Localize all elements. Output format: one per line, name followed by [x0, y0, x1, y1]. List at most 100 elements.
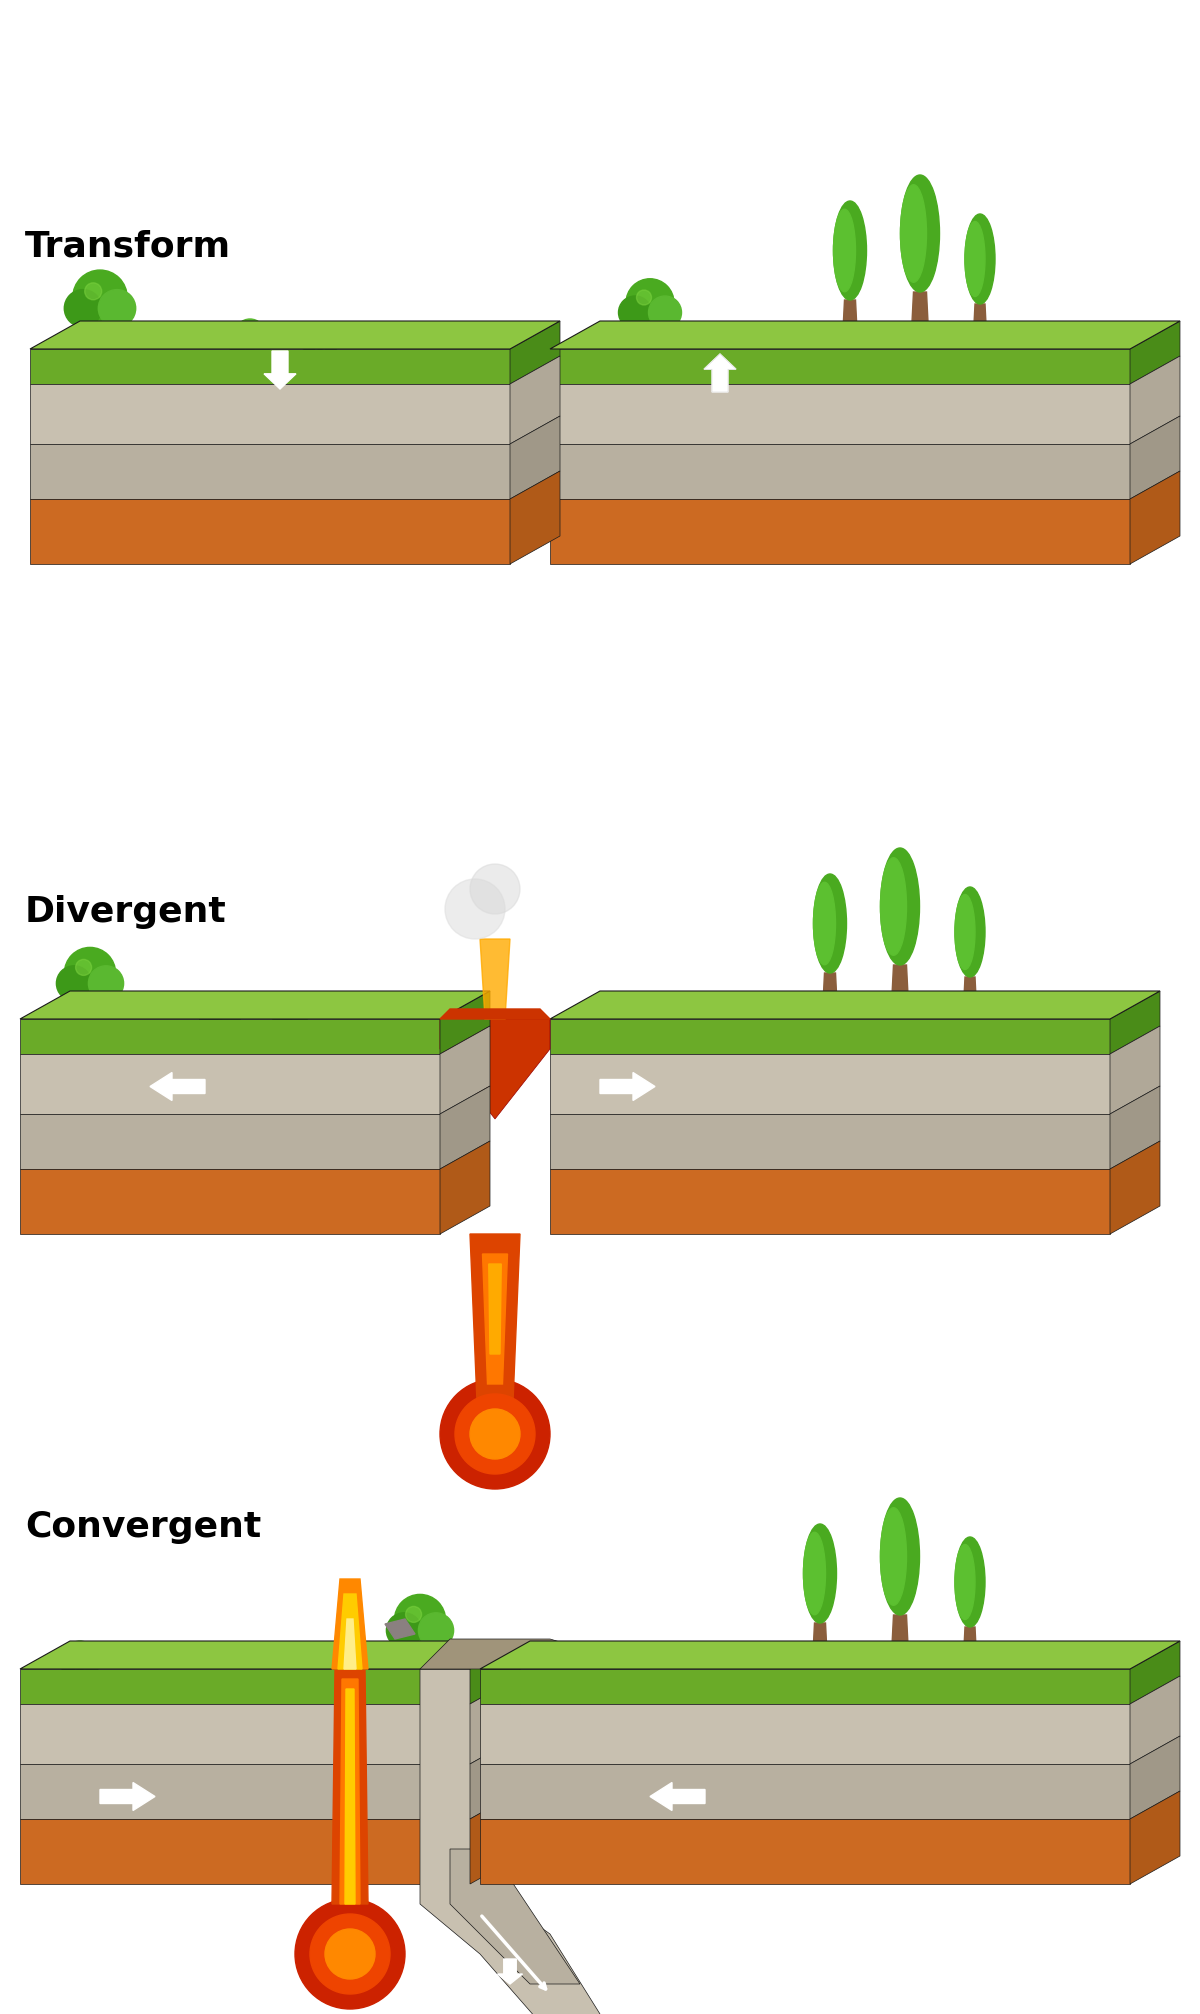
Circle shape — [98, 290, 136, 328]
Polygon shape — [1130, 1641, 1180, 1704]
Circle shape — [386, 1613, 421, 1647]
Polygon shape — [550, 445, 1130, 499]
Polygon shape — [550, 385, 1130, 445]
Circle shape — [66, 1641, 95, 1670]
Circle shape — [220, 1001, 244, 1023]
Polygon shape — [550, 350, 1130, 385]
Polygon shape — [440, 1086, 490, 1170]
Polygon shape — [510, 356, 560, 445]
Ellipse shape — [834, 201, 866, 300]
Circle shape — [80, 1647, 103, 1672]
Polygon shape — [1130, 1790, 1180, 1883]
Polygon shape — [440, 1009, 550, 1019]
Polygon shape — [20, 991, 490, 1019]
Circle shape — [56, 1647, 80, 1672]
Polygon shape — [550, 322, 1180, 350]
Polygon shape — [20, 1019, 440, 1055]
Polygon shape — [20, 1170, 440, 1235]
Ellipse shape — [804, 1533, 826, 1615]
Polygon shape — [450, 1849, 580, 1984]
Circle shape — [295, 1899, 406, 2010]
Circle shape — [299, 330, 320, 350]
Polygon shape — [332, 1579, 368, 1670]
Polygon shape — [1110, 1086, 1160, 1170]
Polygon shape — [550, 1170, 1110, 1235]
Polygon shape — [415, 1635, 425, 1664]
Ellipse shape — [965, 215, 995, 304]
Circle shape — [290, 1003, 310, 1023]
Circle shape — [65, 949, 115, 999]
Polygon shape — [1110, 1142, 1160, 1235]
Polygon shape — [20, 1704, 470, 1764]
Polygon shape — [973, 304, 988, 344]
Circle shape — [648, 296, 682, 330]
Polygon shape — [480, 1641, 1180, 1670]
Polygon shape — [440, 1142, 490, 1235]
Polygon shape — [1130, 471, 1180, 564]
Circle shape — [73, 272, 127, 326]
Polygon shape — [20, 1764, 470, 1819]
Polygon shape — [440, 1019, 550, 1120]
Polygon shape — [420, 1639, 650, 1670]
Polygon shape — [30, 322, 560, 350]
Polygon shape — [346, 1690, 355, 1903]
Circle shape — [440, 1380, 550, 1488]
Ellipse shape — [881, 848, 919, 965]
Polygon shape — [30, 385, 510, 445]
Polygon shape — [510, 417, 560, 499]
Text: Convergent: Convergent — [25, 1508, 262, 1543]
Polygon shape — [890, 1615, 910, 1668]
Circle shape — [205, 993, 234, 1021]
Polygon shape — [20, 1114, 440, 1170]
Polygon shape — [100, 1782, 155, 1811]
Polygon shape — [340, 1680, 360, 1903]
Ellipse shape — [900, 185, 926, 284]
Polygon shape — [498, 1960, 522, 1984]
Circle shape — [250, 326, 275, 352]
Ellipse shape — [965, 222, 985, 298]
Polygon shape — [480, 1670, 1130, 1704]
Polygon shape — [550, 1114, 1110, 1170]
Polygon shape — [95, 314, 106, 344]
Circle shape — [325, 1929, 374, 1980]
Polygon shape — [890, 965, 910, 1017]
Ellipse shape — [900, 175, 940, 292]
Polygon shape — [20, 1641, 520, 1670]
Ellipse shape — [955, 894, 974, 971]
Circle shape — [406, 1607, 421, 1623]
Circle shape — [320, 330, 342, 350]
Polygon shape — [911, 292, 929, 344]
Polygon shape — [470, 1736, 520, 1819]
Circle shape — [395, 1595, 445, 1645]
Polygon shape — [480, 941, 510, 1019]
Circle shape — [224, 326, 250, 352]
Polygon shape — [704, 354, 736, 393]
Polygon shape — [488, 1265, 502, 1353]
Polygon shape — [470, 1790, 520, 1883]
Polygon shape — [962, 1627, 977, 1668]
Ellipse shape — [881, 1498, 919, 1615]
Polygon shape — [550, 1019, 1110, 1055]
Circle shape — [197, 1001, 220, 1023]
Polygon shape — [1130, 417, 1180, 499]
Polygon shape — [482, 1255, 508, 1384]
Circle shape — [455, 1394, 535, 1474]
Circle shape — [310, 1913, 390, 1994]
Circle shape — [85, 284, 102, 300]
Ellipse shape — [881, 858, 906, 957]
Circle shape — [445, 880, 505, 941]
Ellipse shape — [814, 882, 835, 965]
Polygon shape — [344, 1619, 356, 1670]
Polygon shape — [812, 1623, 828, 1668]
Polygon shape — [650, 1782, 706, 1811]
Polygon shape — [1130, 1676, 1180, 1764]
Polygon shape — [30, 499, 510, 564]
Polygon shape — [30, 350, 510, 385]
Ellipse shape — [955, 888, 985, 977]
Circle shape — [618, 296, 652, 330]
Polygon shape — [1130, 356, 1180, 445]
Polygon shape — [20, 1819, 470, 1883]
Polygon shape — [1110, 1027, 1160, 1114]
Polygon shape — [646, 318, 654, 344]
Circle shape — [76, 961, 91, 977]
